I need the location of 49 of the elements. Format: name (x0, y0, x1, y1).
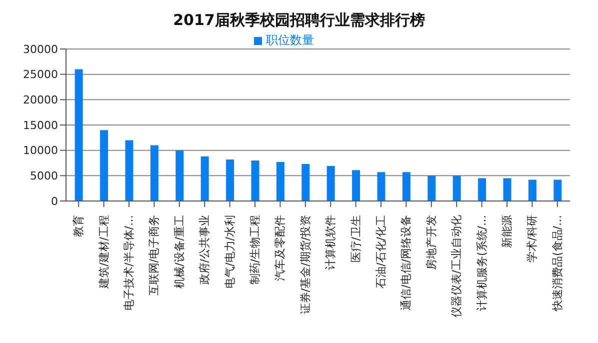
legend-label: 职位数量 (266, 33, 314, 47)
bar (503, 178, 512, 201)
x-tick-label: 电子技术/半导体/… (122, 215, 136, 310)
chart-title: 2017届秋季校园招聘行业需求排行榜 (172, 10, 426, 31)
y-tick-label: 15000 (23, 118, 58, 132)
x-tick-label: 电气/电力/水利 (223, 215, 236, 288)
bar (276, 162, 284, 201)
x-tick-label: 计算机服务(系统/… (475, 215, 488, 311)
x-tick-label: 通信/电信/网络设备 (400, 215, 413, 310)
x-tick-label: 机械/设备/重工 (172, 215, 186, 288)
y-tick-label: 10000 (23, 144, 58, 158)
x-tick-label: 建筑/建材/工程 (97, 215, 110, 290)
bar (302, 164, 310, 201)
bar (176, 150, 184, 201)
x-tick-label: 仪器仪表/工业自动化 (450, 215, 464, 318)
bar (528, 180, 536, 201)
x-tick-label: 石油/石化/化工 (374, 215, 388, 288)
bar (74, 69, 83, 201)
y-tick-label: 20000 (23, 94, 58, 107)
x-tick-label: 计算机软件 (324, 215, 338, 270)
y-tick-label: 30000 (23, 42, 58, 56)
x-tick-label: 证券/基金/期货/投资 (298, 215, 312, 314)
x-tick-label: 新能源 (500, 215, 514, 248)
bar (478, 178, 486, 201)
x-tick-label: 医疗/卫生 (349, 215, 362, 263)
y-tick-label: 25000 (23, 68, 58, 82)
bar (452, 176, 461, 201)
bar (554, 180, 562, 201)
y-tick-label: 0 (51, 194, 58, 208)
bar (251, 160, 260, 201)
bar (150, 145, 158, 201)
bar (377, 172, 386, 201)
bar (352, 170, 360, 201)
x-tick-label: 房地产开发 (424, 215, 438, 270)
bar (402, 172, 410, 201)
x-tick-label: 政府/公共事业 (198, 215, 212, 285)
bar (428, 176, 436, 201)
x-tick-label: 汽车及零配件 (274, 215, 287, 281)
x-tick-label: 教育 (72, 215, 86, 237)
x-tick-label: 学术/科研 (526, 215, 539, 263)
x-tick-label: 制药/生物工程 (248, 215, 262, 285)
bar (100, 130, 108, 201)
bar (326, 166, 335, 201)
x-tick-label: 互联网/电子商务 (148, 215, 161, 296)
x-tick-label: 快速消费品(食品/… (550, 215, 564, 312)
y-tick-label: 5000 (30, 170, 58, 183)
bar (200, 156, 209, 201)
bar (226, 159, 234, 201)
bar (125, 140, 134, 201)
